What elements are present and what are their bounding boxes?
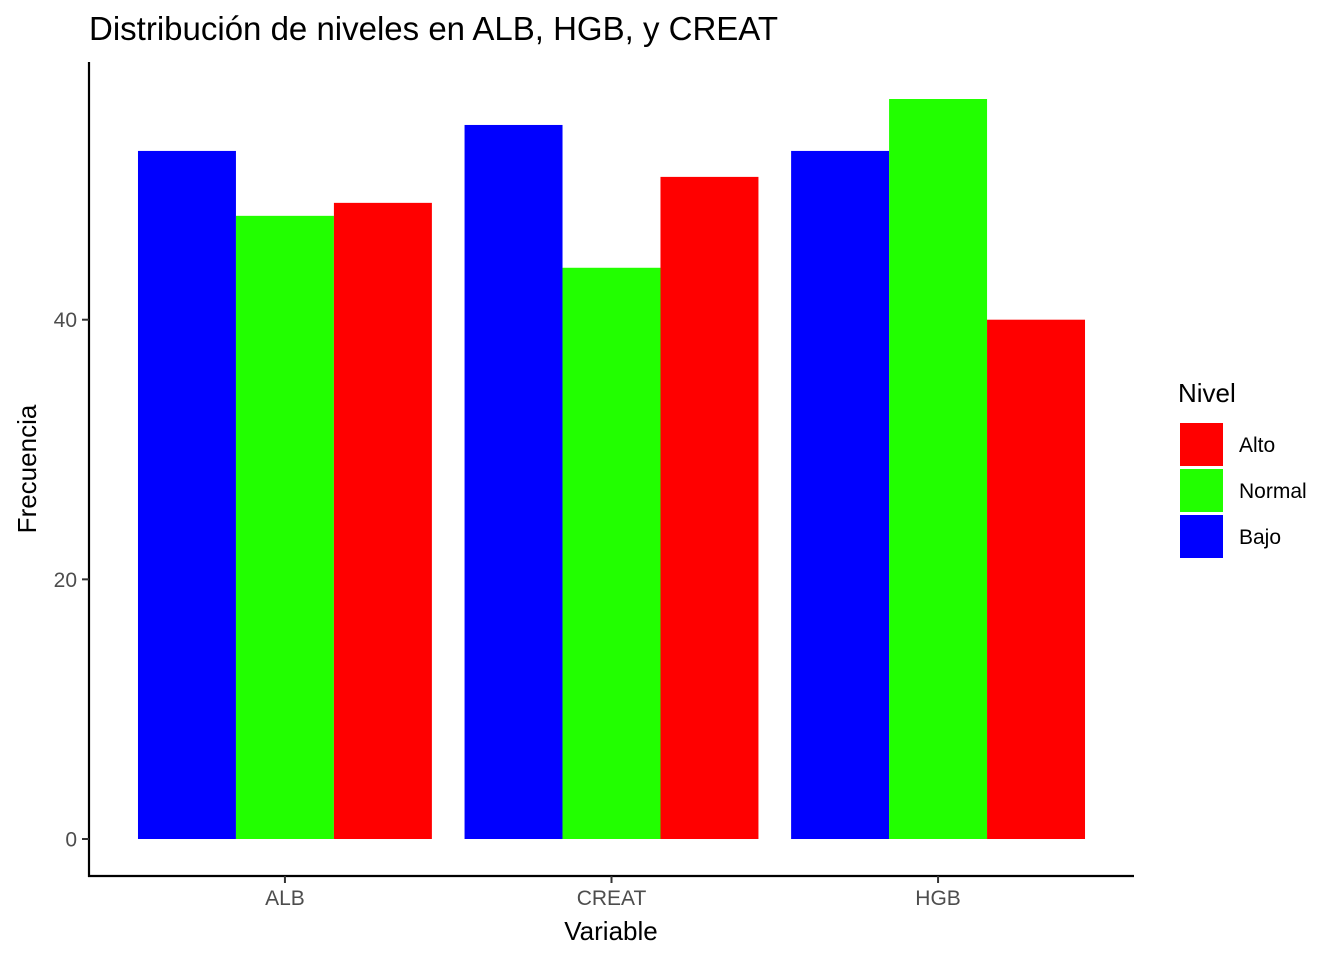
- bar-hgb-bajo: [791, 150, 890, 839]
- x-tick-label-alb: ALB: [265, 887, 305, 910]
- x-tick-label-hgb: HGB: [915, 887, 961, 910]
- x-tick-label-creat: CREAT: [577, 887, 647, 910]
- bar-alb-bajo: [137, 150, 236, 839]
- bar-creat-normal: [562, 267, 661, 839]
- chart-title: Distribución de niveles en ALB, HGB, y C…: [89, 10, 778, 47]
- bars-layer: [137, 99, 1086, 840]
- y-tick-label-20: 20: [54, 569, 77, 592]
- x-axis-title: Variable: [564, 916, 657, 946]
- bar-hgb-normal: [889, 99, 988, 839]
- x-ticks-layer: ALB CREAT HGB: [265, 876, 961, 910]
- y-tick-label-0: 0: [65, 829, 77, 852]
- legend-title: Nivel: [1178, 378, 1236, 408]
- legend: Nivel Alto Normal Bajo: [1178, 378, 1307, 558]
- bar-alb-normal: [235, 215, 334, 840]
- bar-alb-alto: [333, 202, 432, 840]
- bar-creat-bajo: [464, 124, 563, 839]
- y-ticks-layer: 0 20 40: [54, 309, 89, 852]
- legend-key-alto: [1180, 423, 1223, 466]
- legend-key-bajo: [1180, 515, 1223, 558]
- bar-creat-alto: [660, 176, 759, 839]
- legend-label-alto: Alto: [1239, 434, 1275, 457]
- y-axis-title: Frecuencia: [12, 404, 42, 533]
- legend-key-normal: [1180, 469, 1223, 512]
- bar-hgb-alto: [987, 319, 1086, 839]
- legend-label-normal: Normal: [1239, 480, 1307, 503]
- y-tick-label-40: 40: [54, 309, 77, 332]
- legend-label-bajo: Bajo: [1239, 526, 1281, 549]
